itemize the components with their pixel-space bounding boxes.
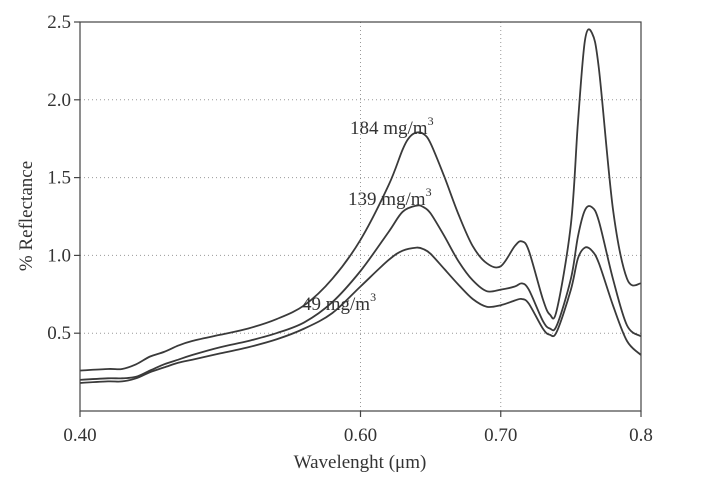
series-label-139: 139 mg/m3 xyxy=(348,185,432,210)
y-tick-label-3: 2.0 xyxy=(47,90,71,111)
x-axis-label: Wavelenght (μm) xyxy=(294,452,427,473)
grid xyxy=(80,22,641,411)
x-tick-label-0: 0.40 xyxy=(63,425,96,446)
y-tick-label-0: 0.5 xyxy=(47,323,71,344)
y-tick-label-4: 2.5 xyxy=(47,12,71,33)
series-line-0 xyxy=(79,28,642,372)
series-lines xyxy=(79,28,642,384)
series-label-49: 49 mg/m3 xyxy=(302,290,376,315)
x-tick-label-3: 0.8 xyxy=(629,425,653,446)
x-tick-label-2: 0.70 xyxy=(484,425,517,446)
ticks xyxy=(74,21,642,417)
series-label-184: 184 mg/m3 xyxy=(350,114,434,139)
series-line-1 xyxy=(79,204,642,381)
x-tick-label-1: 0.60 xyxy=(344,425,377,446)
series-line-2 xyxy=(79,246,642,384)
y-axis-label: % Reflectance xyxy=(16,161,37,271)
y-tick-label-1: 1.0 xyxy=(47,245,71,266)
y-tick-label-2: 1.5 xyxy=(47,168,71,189)
tick-labels: 0.5 1.0 1.5 2.0 2.5 0.40 0.60 0.70 0.8 xyxy=(47,12,653,446)
